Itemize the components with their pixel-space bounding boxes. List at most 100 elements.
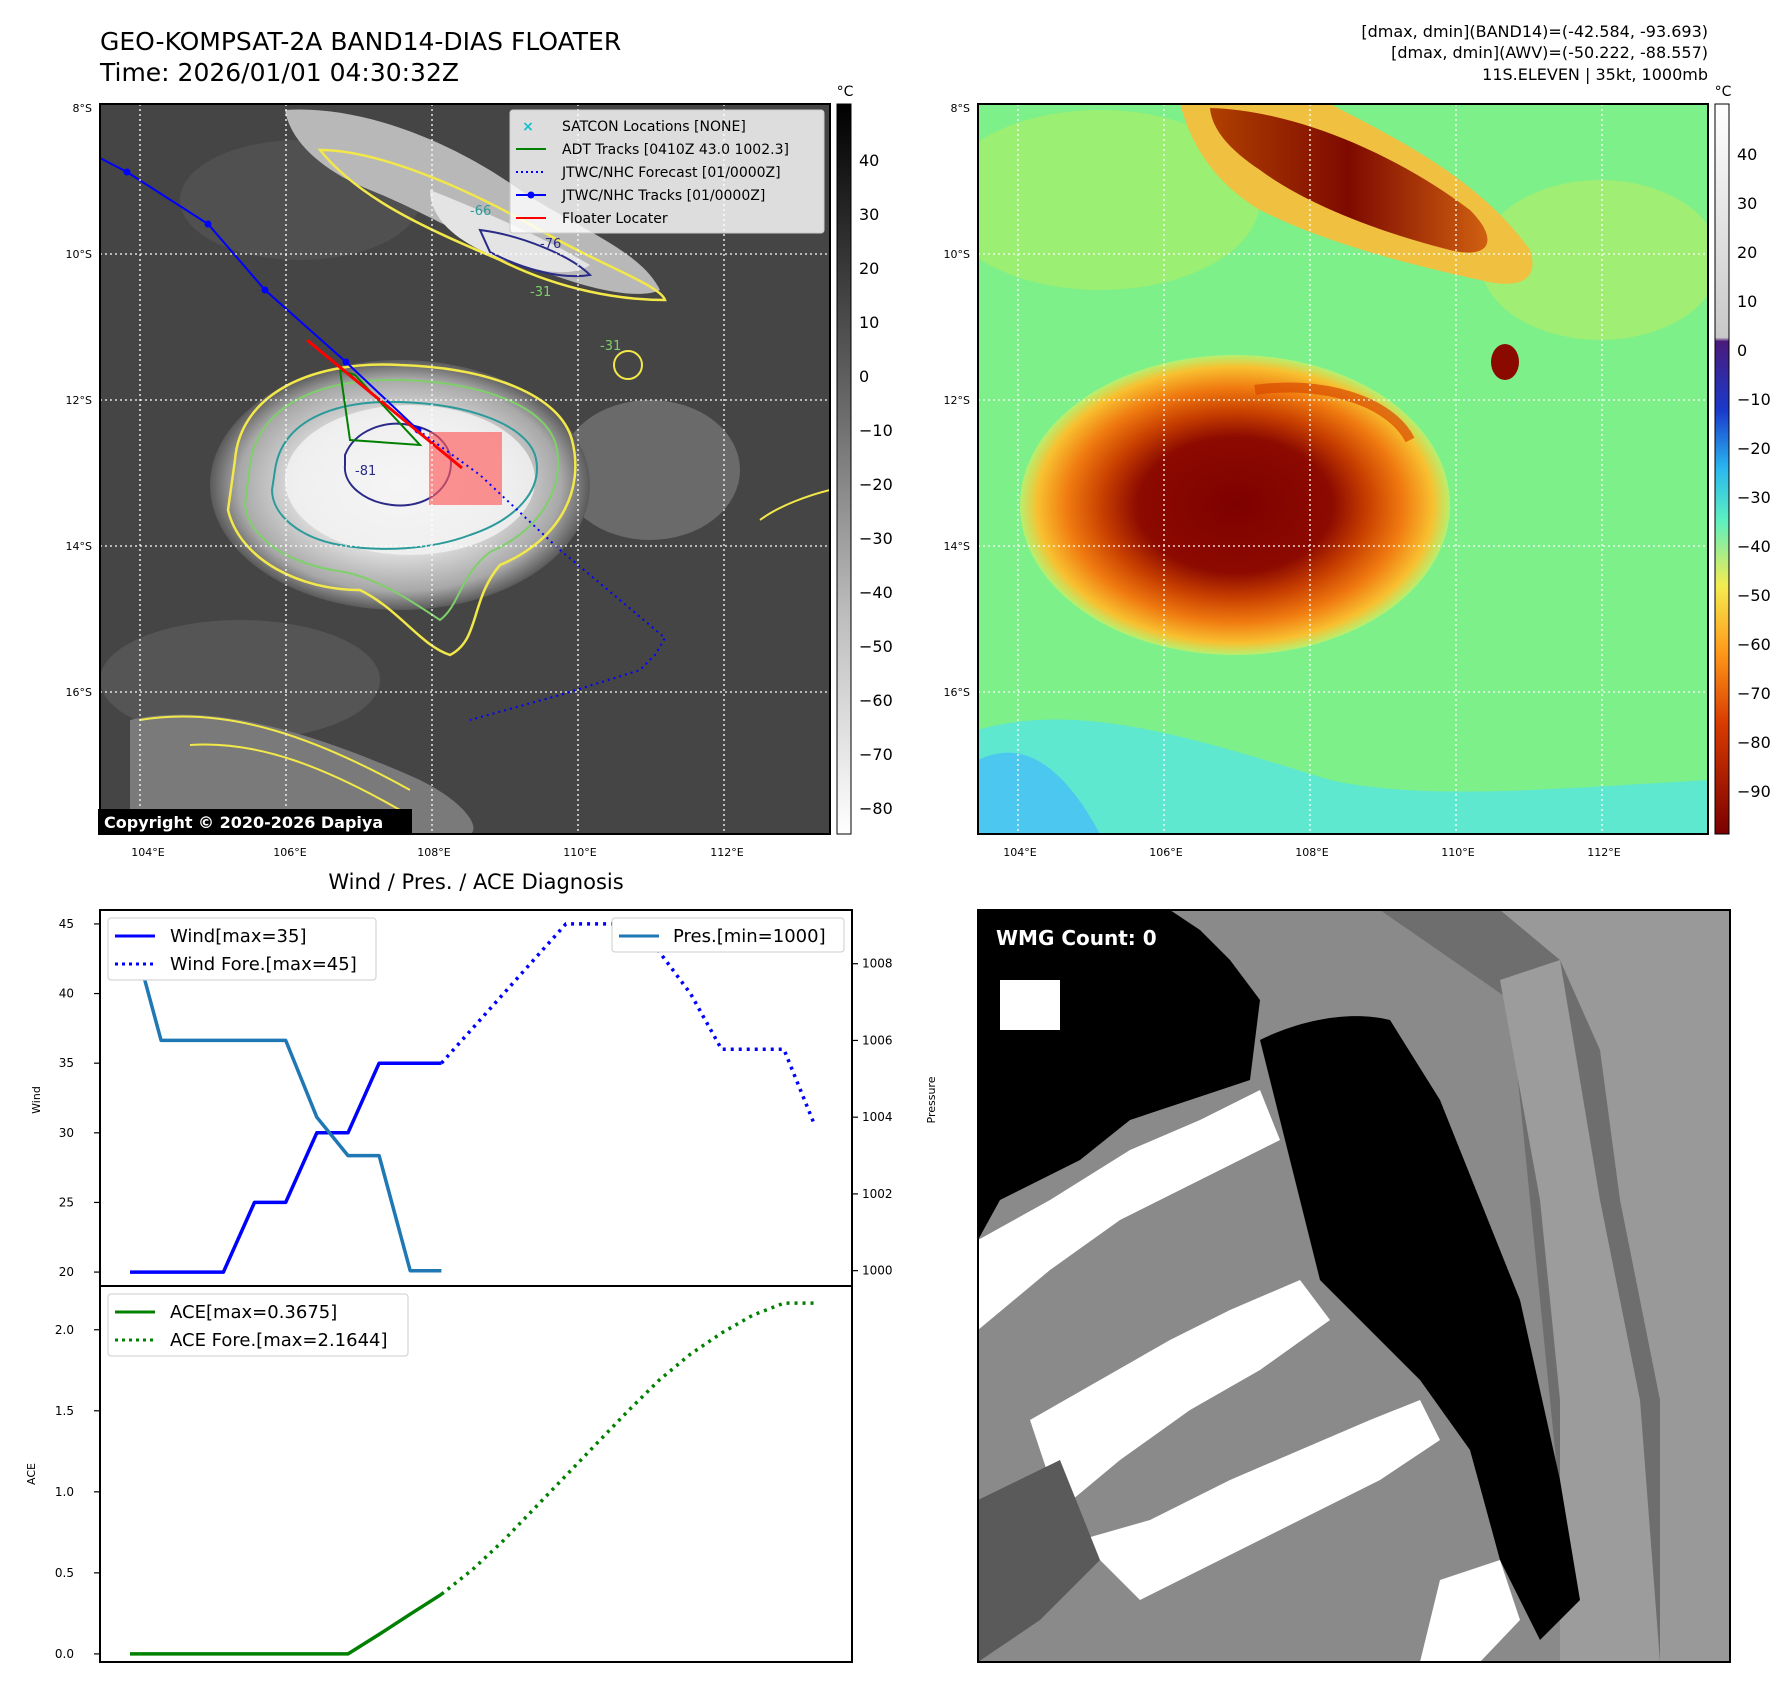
ace-line	[130, 1592, 443, 1656]
lon-label: 104°E	[1003, 846, 1036, 859]
panel-title-line1: GEO-KOMPSAT-2A BAND14-DIAS FLOATER	[100, 27, 621, 56]
diagnosis-title: Wind / Pres. / ACE Diagnosis	[328, 870, 623, 894]
awv-gridlines	[978, 104, 1708, 834]
lat-label: 10°S	[944, 248, 970, 261]
legend-pressure: Pres.[min=1000]	[673, 926, 826, 947]
awv-cbar-tick: −30	[1737, 488, 1771, 507]
pressure-tick-label: 1006	[862, 1033, 893, 1047]
awv-colorbar-unit: °C	[1715, 84, 1732, 100]
ir-cbar-tick: 0	[859, 367, 869, 386]
awv-cbar-tick: −50	[1737, 586, 1771, 605]
ir-cbar-tick: 30	[859, 205, 879, 224]
lat-label: 16°S	[944, 686, 970, 699]
ace-tick-label: 2.0	[55, 1323, 74, 1337]
lon-label: 104°E	[131, 846, 164, 859]
ir-cbar-tick: −50	[859, 637, 893, 656]
lon-label: 106°E	[1149, 846, 1182, 859]
wind-tick-label: 35	[59, 1056, 74, 1070]
awv-cbar-tick: 30	[1737, 194, 1757, 213]
wind-tick-label: 40	[59, 987, 74, 1001]
contour-label: -81	[355, 464, 376, 479]
ir-cbar-tick: −60	[859, 691, 893, 710]
lon-label: 110°E	[1441, 846, 1474, 859]
wind-tick-label: 20	[59, 1265, 74, 1279]
info-line-2: [dmax, dmin](AWV)=(-50.222, -88.557)	[1391, 43, 1708, 62]
wind-line	[130, 1061, 442, 1274]
copyright-box	[98, 809, 412, 835]
wind-tick-label: 25	[59, 1195, 74, 1209]
satcon-legend-marker: ×	[522, 119, 534, 135]
pressure-legend: Pres.[min=1000]	[611, 917, 845, 953]
lon-label: 112°E	[710, 846, 743, 859]
legend-ace-fore: ACE Fore.[max=2.1644]	[170, 1330, 388, 1351]
legend-jtwc-tracks: JTWC/NHC Tracks [01/0000Z]	[561, 188, 765, 204]
ir-cbar-tick: −30	[859, 529, 893, 548]
lat-label: 8°S	[951, 102, 970, 115]
ace-legend: ACE[max=0.3675] ACE Fore.[max=2.1644]	[107, 1293, 409, 1357]
ace-tick-label: 1.5	[55, 1404, 74, 1418]
pressure-ylabel: Pressure	[925, 1076, 938, 1123]
lon-label: 112°E	[1587, 846, 1620, 859]
awv-cbar-tick: −10	[1737, 390, 1771, 409]
legend-wind-fore: Wind Fore.[max=45]	[170, 954, 357, 975]
lat-label: 12°S	[944, 394, 970, 407]
ir-frame	[99, 103, 831, 835]
lon-label: 110°E	[563, 846, 596, 859]
ace-tick-label: 1.0	[55, 1485, 74, 1499]
lat-label: 8°S	[73, 102, 92, 115]
lat-label: 12°S	[66, 394, 92, 407]
awv-cbar-tick: −90	[1737, 782, 1771, 801]
ir-cbar-tick: −20	[859, 475, 893, 494]
ir-cbar-tick: 10	[859, 313, 879, 332]
wind-ylabel: Wind	[30, 1086, 43, 1114]
wmg-frame	[977, 909, 1731, 1663]
ir-colorbar-unit: °C	[837, 84, 854, 100]
awv-cbar-tick: 20	[1737, 243, 1757, 262]
awv-cbar-tick: 10	[1737, 292, 1757, 311]
legend-jtwc-forecast: JTWC/NHC Forecast [01/0000Z]	[561, 165, 781, 181]
ir-cbar-tick: 40	[859, 151, 879, 170]
awv-cbar-tick: −40	[1737, 537, 1771, 556]
awv-cbar-tick: 40	[1737, 145, 1757, 164]
info-line-3: 11S.ELEVEN | 35kt, 1000mb	[1482, 65, 1708, 84]
wmg-panel: WMG Count: 0	[977, 909, 1731, 1663]
wmg-count-text: WMG Count: 0	[996, 926, 1157, 950]
ir-colorbar	[836, 103, 852, 835]
ir-cbar-tick: −10	[859, 421, 893, 440]
ir-cbar-tick: −80	[859, 799, 893, 818]
lon-label: 108°E	[417, 846, 450, 859]
contour-label: -31	[530, 285, 551, 300]
wind-tick-label: 30	[59, 1126, 74, 1140]
awv-cbar-tick: −60	[1737, 635, 1771, 654]
lat-label: 14°S	[944, 540, 970, 553]
pressure-line	[128, 924, 442, 1273]
ir-legend: × SATCON Locations [NONE] ADT Tracks [04…	[509, 109, 825, 234]
wmg-image	[978, 910, 1730, 1662]
ir-cbar-tick: −70	[859, 745, 893, 764]
ir-cbar-tick: −40	[859, 583, 893, 602]
lon-label: 108°E	[1295, 846, 1328, 859]
pressure-tick-label: 1000	[862, 1264, 893, 1278]
awv-image	[978, 104, 1708, 834]
awv-cbar-tick: −70	[1737, 684, 1771, 703]
ace-tick-label: 0.5	[55, 1566, 74, 1580]
wmg-count-badge	[984, 921, 1170, 955]
ir-panel: -31 -76 -81 -66 -31 8°S 10°S 12°S 14°S 1…	[66, 84, 893, 859]
legend-satcon: SATCON Locations [NONE]	[562, 119, 746, 135]
pressure-tick-label: 1008	[862, 957, 893, 971]
legend-floater: Floater Locater	[562, 211, 668, 227]
panel-title-line2: Time: 2026/01/01 04:30:32Z	[99, 58, 459, 87]
diagnosis-chart: Wind / Pres. / ACE Diagnosis Wind Pressu…	[25, 870, 938, 1663]
lon-label: 106°E	[273, 846, 306, 859]
legend-wind: Wind[max=35]	[170, 926, 307, 947]
awv-cbar-tick: −20	[1737, 439, 1771, 458]
copyright-text: Copyright © 2020-2026 Dapiya	[104, 813, 383, 832]
wind-tick-label: 45	[59, 917, 74, 931]
awv-panel: 8°S 10°S 12°S 14°S 16°S 104°E 106°E 108°…	[944, 84, 1771, 859]
lat-label: 14°S	[66, 540, 92, 553]
awv-colorbar	[1714, 103, 1730, 835]
ir-cbar-tick: 20	[859, 259, 879, 278]
info-line-1: [dmax, dmin](BAND14)=(-42.584, -93.693)	[1361, 22, 1708, 41]
lat-label: 16°S	[66, 686, 92, 699]
